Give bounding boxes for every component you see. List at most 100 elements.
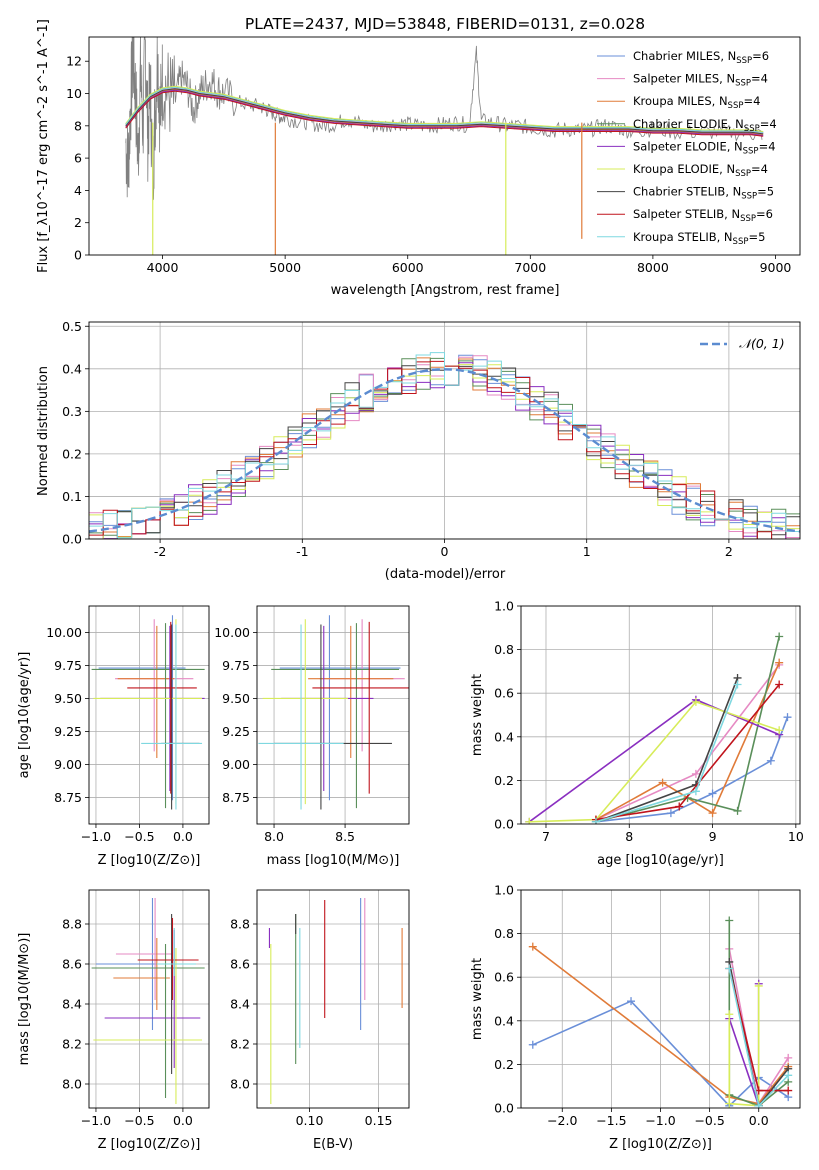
figure-title: PLATE=2437, MJD=53848, FIBERID=0131, z=0… [245,15,645,33]
y-tick-label: 0.2 [494,773,514,788]
x-tick-label: −0.5 [694,1113,724,1128]
y-tick-label: 10.00 [46,625,82,640]
legend-subscript: SSP [744,124,760,134]
y-tick-label: 8.8 [230,917,250,932]
x-tick-label: -1 [296,544,308,559]
x-tick-label: −2.0 [547,1113,577,1128]
legend-count: =4 [760,117,777,131]
y-tick-label: 9.00 [54,757,82,772]
y-tick-label: 0.3 [62,404,82,419]
y-axis-label: age [log10(age/yr)] [17,652,32,779]
mass-vs-Z-panel: −1.0 −0.5 0.0 8.0 8.2 8.4 8.6 8.8 Z [log10(Z/Z⊙)… [17,889,210,1152]
y-tick-label: 0.8 [494,926,514,941]
y-tick-label: 0 [74,248,82,263]
legend-count: =4 [751,72,768,86]
legend-count: =4 [743,94,760,108]
x-tick-label: 0.10 [296,1113,324,1128]
plot-area [257,606,409,824]
y-tick-label: 8.4 [230,997,250,1012]
x-axis-label: (data-model)/error [385,567,506,582]
y-tick-label: 8.75 [54,790,82,805]
x-tick-label: 8 [625,829,633,844]
y-tick-label: 9.50 [54,691,82,706]
weight-marker [775,726,784,735]
x-tick-label: 0.15 [365,1113,393,1128]
y-tick-label: 8.2 [62,1037,82,1052]
y-tick-label: 8.2 [230,1037,250,1052]
plot-area [89,890,209,1108]
weight-marker [784,1086,793,1095]
legend-label: Salpeter STELIB, NSSP=6 [633,207,773,224]
weight-marker [591,817,600,824]
x-tick-label: −0.5 [124,1113,154,1128]
residuals-panel: -2 -1 0 1 2 0.0 0.1 0.2 0.3 0.4 0.5 (data-model)/er… [36,319,801,582]
axes-frame [256,889,410,1109]
weight-marker [708,789,717,798]
weight-marker [725,1010,734,1019]
x-axis-label: wavelength [Angstrom, rest frame] [331,283,560,298]
legend-count: =5 [748,230,765,244]
x-tick-label: 0.0 [749,1113,769,1128]
y-tick-label: 9.75 [222,658,250,673]
legend-label: 𝒩(0, 1) [739,336,785,351]
legend-subscript: SSP [743,146,759,156]
weight-marker [733,680,742,689]
x-tick-label: 9000 [760,260,792,275]
plot-area [521,890,800,1108]
x-axis-label: Z [log10(Z/Z⊙)] [98,1137,201,1152]
x-tick-label: 0 [441,544,449,559]
y-tick-label: 9.25 [54,724,82,739]
mass-vs-EBV-panel: 0.10 0.15 8.0 8.2 8.4 8.6 8.8 E(B-V) [230,889,410,1152]
weight-marker [725,916,734,925]
legend-label: Salpeter MILES, NSSP=4 [633,72,768,89]
legend-count: =4 [751,162,768,176]
weight-marker [708,809,717,818]
plot-area [89,606,209,824]
x-tick-label: 10 [788,829,804,844]
weight-marker [733,806,742,815]
y-tick-label: 0.2 [62,446,82,461]
y-tick-label: 9.50 [222,691,250,706]
y-tick-label: 0.6 [494,686,514,701]
axes-frame [88,605,210,825]
y-tick-label: 8 [74,118,82,133]
legend-subscript: SSP [735,169,751,179]
y-tick-label: 8.0 [230,1077,250,1092]
x-tick-label: −1.0 [81,1113,111,1128]
y-tick-label: 1.0 [494,883,514,898]
y-tick-label: 9.25 [222,724,250,739]
y-tick-label: 0.0 [494,817,514,832]
legend-label: Chabrier ELODIE, NSSP=4 [633,117,777,134]
x-tick-label: 8.0 [264,829,284,844]
y-tick-label: 2 [74,215,82,230]
weight-marker [775,632,784,641]
weight-marker [775,658,784,667]
age-vs-Z-panel: −1.0 −0.5 0.0 8.75 9.00 9.25 9.50 9.75 10.00 Z [l… [17,605,210,868]
legend-count: =6 [752,49,769,63]
weight-vs-age-panel: 7 8 9 10 0.0 0.2 0.4 0.6 0.8 1.0 age [log10(age/yr… [470,599,804,869]
residual-histogram-4 [89,362,800,539]
y-tick-label: 0.5 [62,319,82,334]
weight-marker [627,997,636,1006]
y-tick-label: 0.0 [494,1101,514,1116]
x-tick-label: 0.0 [173,829,193,844]
y-tick-label: 4 [74,183,82,198]
x-tick-label: -2 [154,544,166,559]
y-tick-label: 6 [74,151,82,166]
y-tick-label: 10.00 [214,625,250,640]
weight-marker [675,802,684,811]
y-axis-label: Flux [f_λ10^-17 erg cm^-2 s^-1 A^-1] [36,19,51,273]
y-tick-label: 8.75 [222,790,250,805]
x-axis-label: Z [log10(Z/Z⊙)] [98,853,201,868]
legend-label: Kroupa MILES, NSSP=4 [633,94,760,111]
weight-marker [525,817,534,824]
y-tick-label: 0.1 [62,489,82,504]
legend-label: Chabrier MILES, NSSP=6 [633,49,769,66]
x-tick-label: 4000 [147,260,179,275]
weight-marker [775,680,784,689]
x-tick-label: 6000 [392,260,424,275]
plot-area [257,890,409,1108]
weight-marker [754,1101,763,1108]
y-tick-label: 0.4 [494,1013,514,1028]
